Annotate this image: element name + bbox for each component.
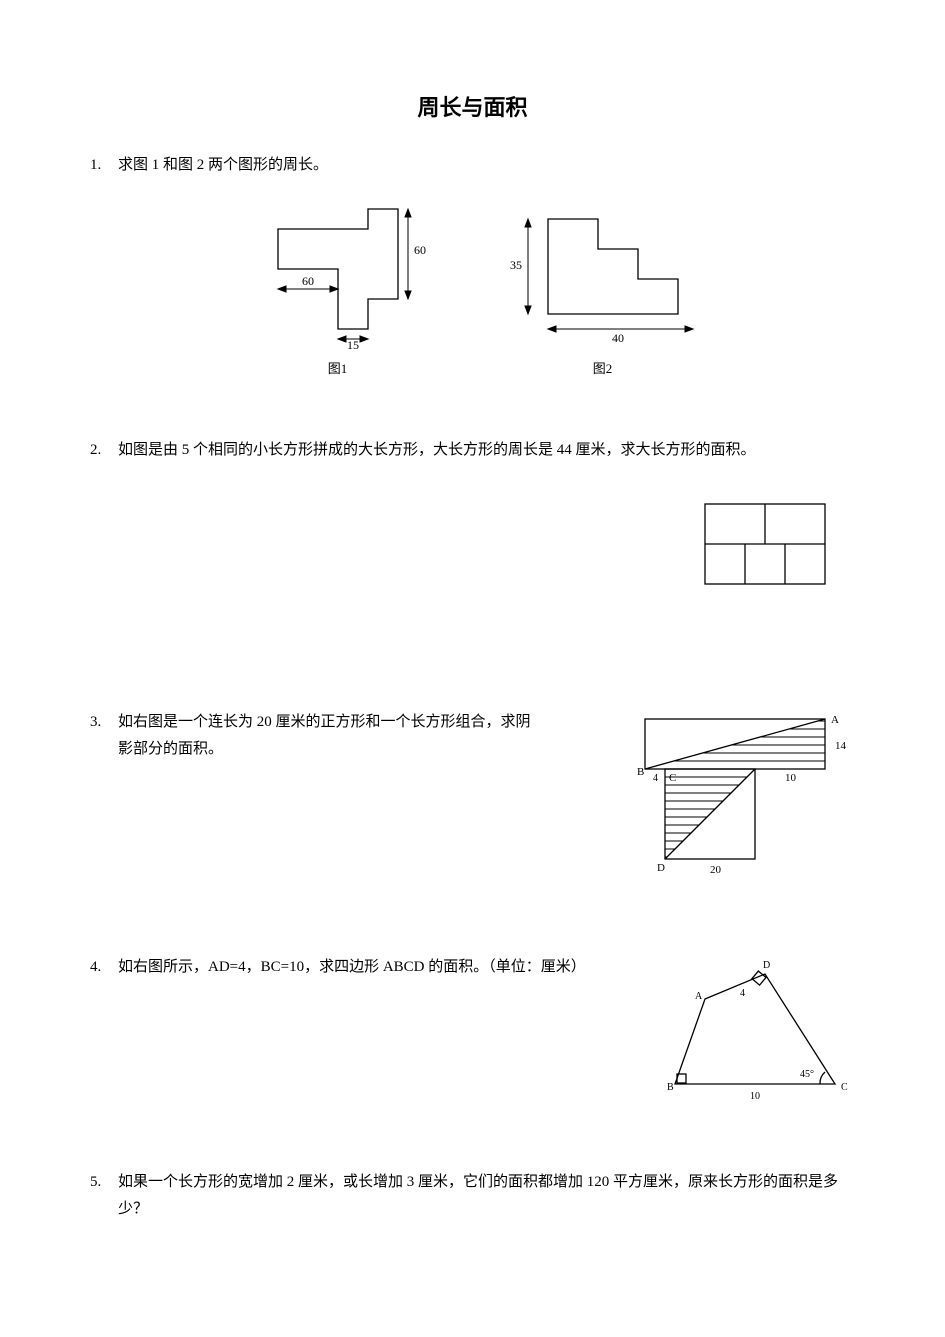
figure-2-label: 图2	[498, 358, 708, 377]
fig4-10: 10	[750, 1091, 760, 1102]
problem-1: 1. 求图 1 和图 2 两个图形的周长。	[90, 152, 855, 179]
fig3-D: D	[657, 862, 665, 874]
page-title: 周长与面积	[90, 90, 855, 122]
fig3-4: 4	[653, 773, 658, 784]
fig4-D: D	[763, 960, 770, 971]
figure-1-label: 图1	[238, 358, 438, 377]
fig4-A: A	[695, 991, 703, 1002]
fig1-dim-60h: 60	[302, 274, 314, 288]
fig2-dim-35: 35	[510, 258, 522, 272]
problem-4-text: 如右图所示，AD=4，BC=10，求四边形 ABCD 的面积。（单位：厘米）	[118, 954, 645, 981]
problem-5-number: 5.	[90, 1169, 118, 1223]
fig3-14: 14	[835, 740, 847, 752]
problem-2-block: 2. 如图是由 5 个相同的小长方形拼成的大长方形，大长方形的周长是 44 厘米…	[90, 437, 855, 599]
problem-2-number: 2.	[90, 437, 118, 464]
problem-5: 5. 如果一个长方形的宽增加 2 厘米，或长增加 3 厘米，它们的面积都增加 1…	[90, 1169, 855, 1223]
fig3-20: 20	[710, 864, 722, 876]
fig4-45: 45°	[800, 1069, 814, 1080]
figure-p2	[695, 494, 845, 599]
problem-4-block: D A B C 4 10 45° 4. 如右图所示，AD=4，BC=10，求四边…	[90, 954, 855, 1109]
fig3-A: A	[831, 714, 839, 726]
problem-5-text: 如果一个长方形的宽增加 2 厘米，或长增加 3 厘米，它们的面积都增加 120 …	[118, 1169, 855, 1223]
problem-1-text: 求图 1 和图 2 两个图形的周长。	[118, 152, 855, 179]
fig3-10: 10	[785, 772, 797, 784]
fig2-dim-40: 40	[612, 331, 624, 345]
fig4-B: B	[667, 1082, 674, 1093]
problem-1-number: 1.	[90, 152, 118, 179]
fig1-dim-60v: 60	[414, 243, 426, 257]
fig4-C: C	[841, 1082, 848, 1093]
problem-3-text: 如右图是一个连长为 20 厘米的正方形和一个长方形组合，求阴影部分的面积。	[118, 709, 538, 763]
fig1-dim-15: 15	[347, 338, 359, 349]
problem-3-block: A B C D 14 4 10 20 3. 如右图是一个连长为 20 厘米的正方…	[90, 709, 855, 894]
figure-p4: D A B C 4 10 45°	[655, 954, 855, 1109]
figure-1: 60 60 15 图1	[238, 199, 438, 377]
figure-2: 35 40 图2	[498, 199, 708, 377]
problem-4-number: 4.	[90, 954, 118, 981]
figure-p3: A B C D 14 4 10 20	[635, 709, 855, 894]
problem-3-number: 3.	[90, 709, 118, 763]
problem-1-figures: 60 60 15 图1	[90, 199, 855, 377]
fig3-C: C	[669, 772, 676, 784]
fig4-4: 4	[740, 988, 745, 999]
problem-2-text: 如图是由 5 个相同的小长方形拼成的大长方形，大长方形的周长是 44 厘米，求大…	[118, 437, 855, 464]
fig3-B: B	[637, 766, 644, 778]
